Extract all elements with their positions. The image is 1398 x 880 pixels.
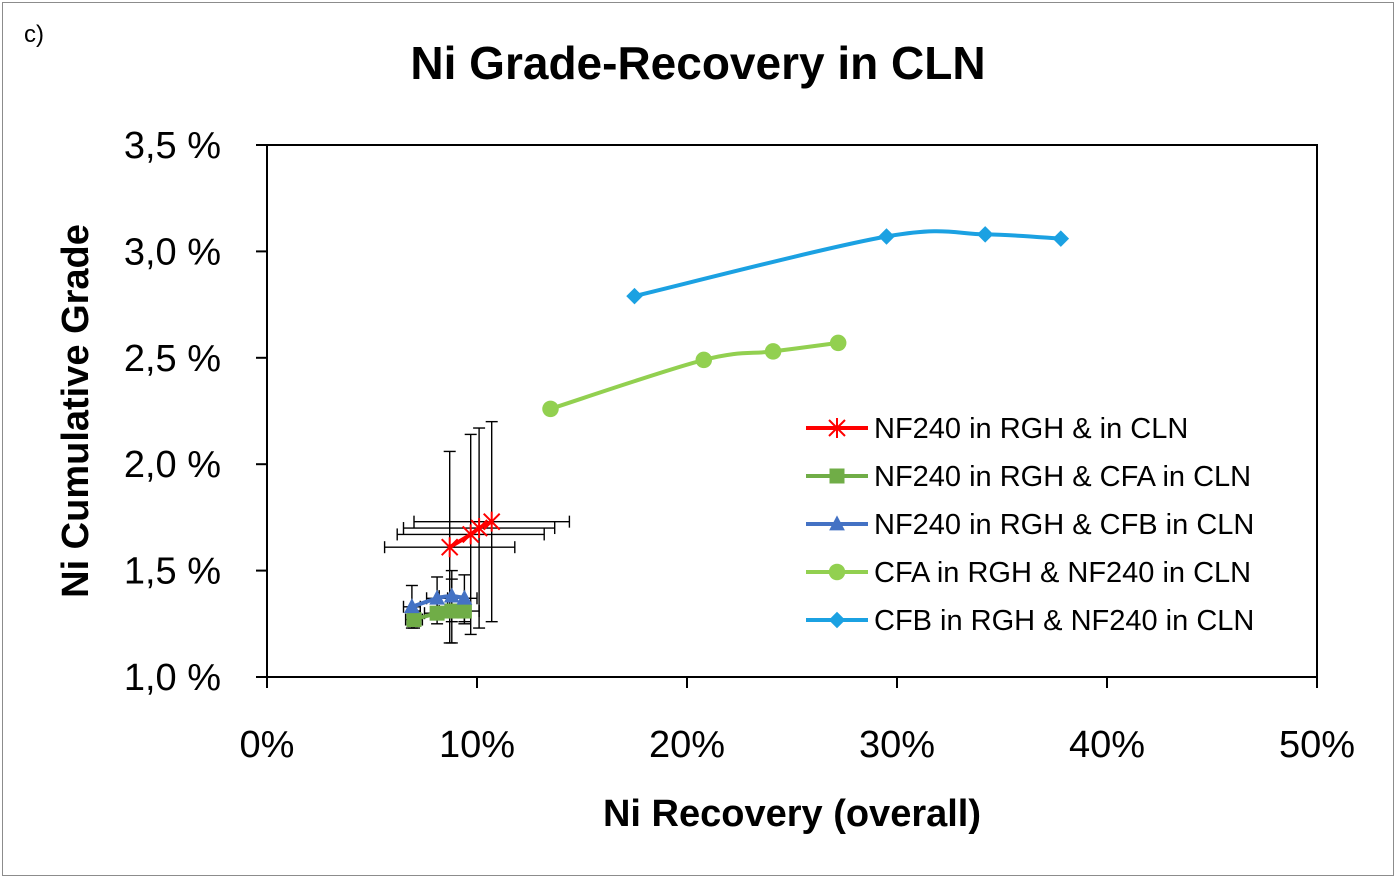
- x-tick-label: 10%: [439, 724, 515, 766]
- y-axis-title: Ni Cumulative Grade: [55, 224, 97, 598]
- legend-marker-square: [829, 468, 845, 484]
- y-tick-label: 3,5 %: [124, 125, 221, 167]
- x-axis-title: Ni Recovery (overall): [603, 793, 981, 835]
- legend: NF240 in RGH & in CLN NF240 in RGH & CFA …: [806, 413, 1254, 637]
- x-tick-label: 0%: [240, 724, 295, 766]
- legend-marker-asterisk: [828, 418, 846, 438]
- legend-label-5: CFB in RGH & NF240 in CLN: [874, 605, 1254, 637]
- data-point-circle: [542, 400, 559, 418]
- data-point-triangle: [429, 589, 445, 605]
- data-point-circle: [695, 351, 713, 369]
- x-tick-label: 30%: [859, 724, 935, 766]
- panel-label: c): [24, 21, 44, 48]
- legend-label-4: CFA in RGH & NF240 in CLN: [874, 557, 1251, 589]
- data-point-diamond: [1052, 230, 1070, 247]
- legend-label-1: NF240 in RGH & in CLN: [874, 413, 1188, 445]
- y-tick-label: 2,0 %: [124, 444, 221, 486]
- data-point-circle: [764, 343, 782, 360]
- data-point-square: [406, 612, 422, 628]
- series-line-3: [409, 594, 467, 609]
- data-point-asterisk: [470, 518, 488, 539]
- legend-label-3: NF240 in RGH & CFB in CLN: [874, 509, 1254, 541]
- y-tick-label: 3,0 %: [124, 231, 221, 273]
- data-point-diamond: [976, 226, 994, 243]
- legend-marker-diamond: [828, 611, 846, 629]
- legend-marker-triangle: [829, 515, 845, 531]
- series-line-4: [548, 340, 841, 411]
- chart-title: Ni Grade-Recovery in CLN: [410, 37, 985, 89]
- x-tick-label: 20%: [649, 724, 725, 766]
- data-point-square: [444, 603, 460, 619]
- legend-marker-circle: [828, 563, 846, 581]
- data-point-asterisk: [482, 511, 501, 532]
- plot-area: [266, 144, 1318, 678]
- y-axis: 1,0 % 1,5 % 2,0 % 2,5 % 3,0 % 3,5 %: [124, 125, 267, 699]
- data-point-diamond: [878, 228, 895, 245]
- y-axis-title-group: Ni Cumulative Grade: [55, 224, 97, 598]
- series-line-5: [632, 229, 1063, 299]
- y-tick-label: 1,0 %: [124, 657, 221, 699]
- x-tick-label: 50%: [1279, 724, 1355, 766]
- y-tick-label: 1,5 %: [124, 551, 221, 593]
- data-point-diamond: [626, 287, 643, 305]
- data-point-circle: [829, 334, 847, 352]
- data-point-square: [429, 605, 445, 621]
- y-tick-label: 2,5 %: [124, 338, 221, 380]
- legend-label-2: NF240 in RGH & CFA in CLN: [874, 461, 1251, 493]
- data-point-asterisk: [461, 524, 480, 545]
- data-point-triangle: [456, 589, 473, 605]
- data-point-triangle: [404, 598, 420, 614]
- x-axis: 0% 10% 20% 30% 40% 50%: [240, 677, 1355, 766]
- data-point-asterisk: [440, 537, 459, 558]
- data-point-triangle: [443, 587, 460, 603]
- x-tick-label: 40%: [1069, 724, 1145, 766]
- series-markers: [404, 226, 1070, 628]
- data-point-square: [456, 603, 472, 619]
